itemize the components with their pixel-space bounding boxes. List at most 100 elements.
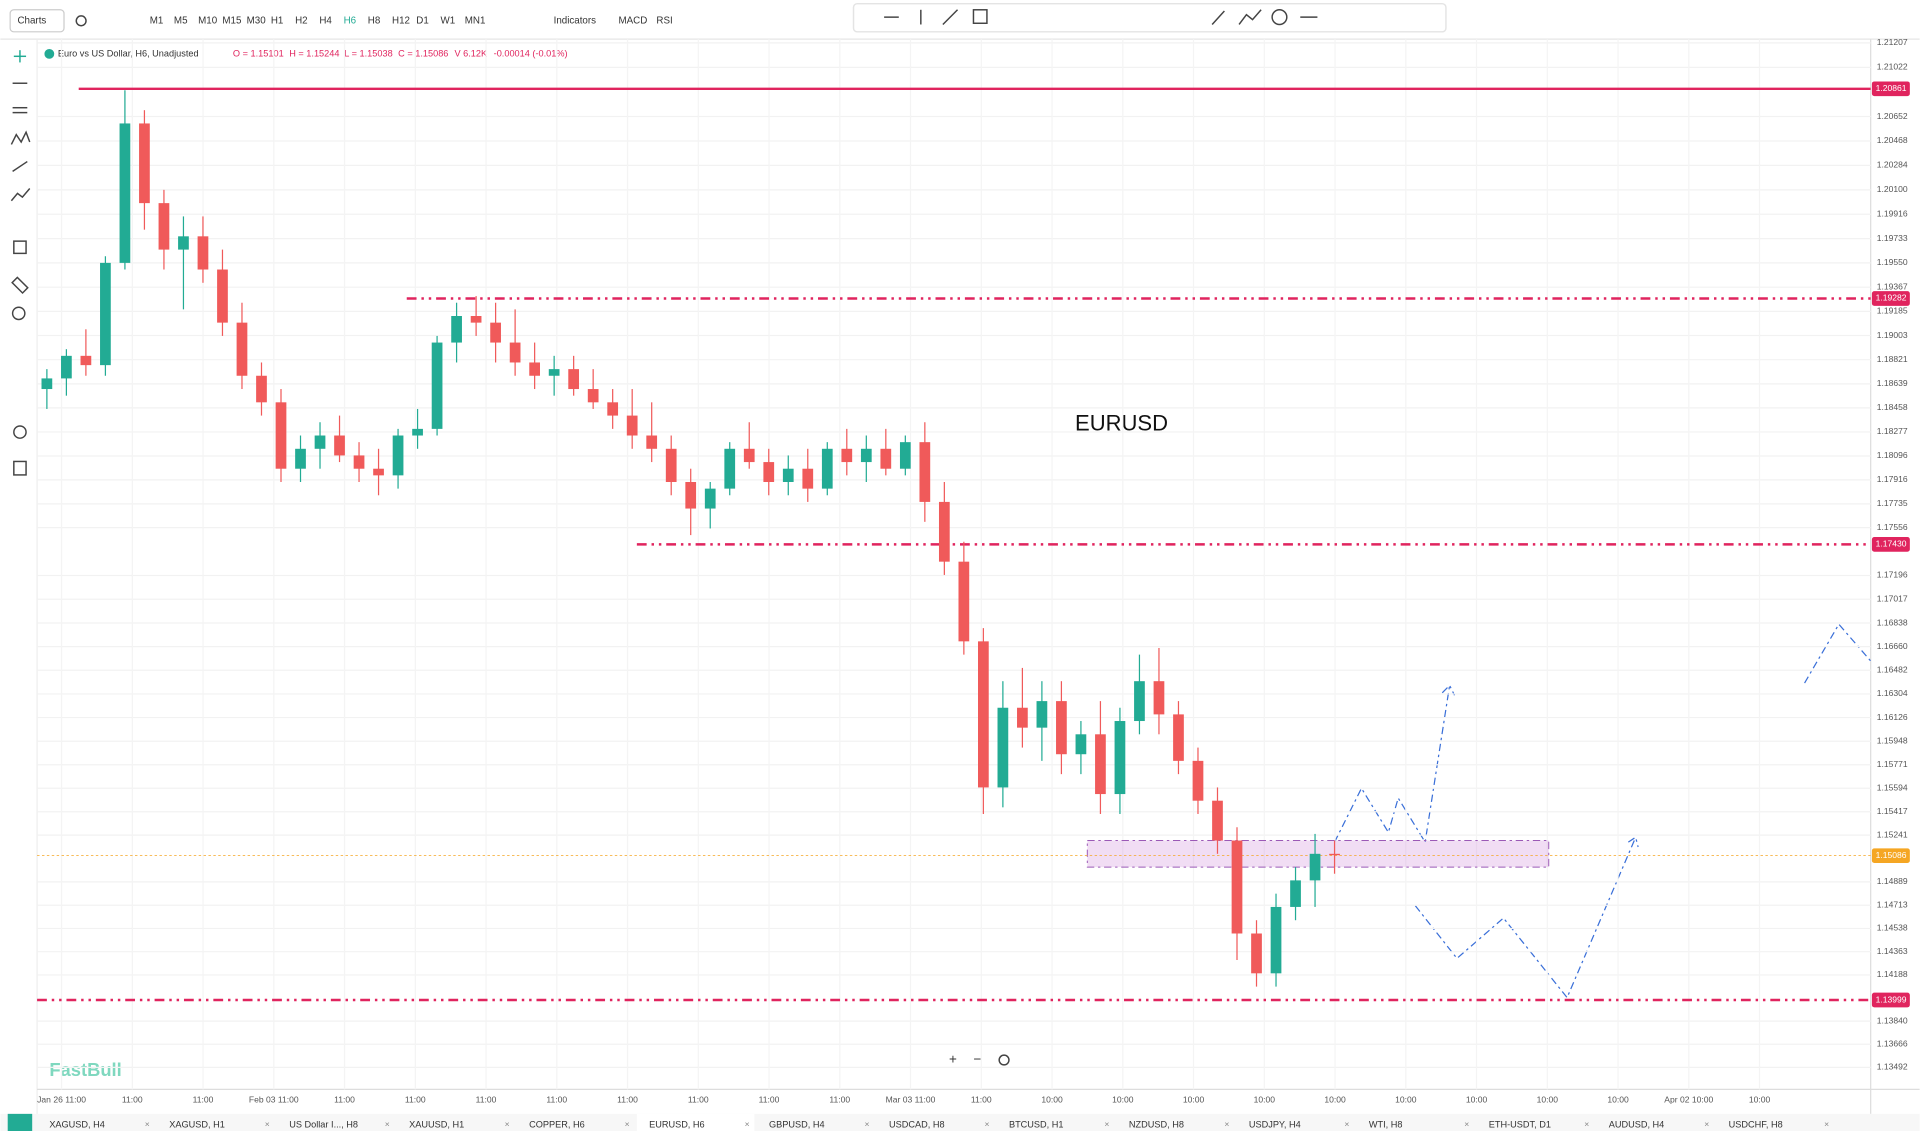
timeframe-button[interactable]: H6	[344, 15, 357, 26]
candle-body	[529, 362, 540, 376]
tab[interactable]: XAUUSD, H1	[409, 1119, 464, 1129]
candle-body	[1075, 734, 1087, 755]
candle-body	[353, 455, 365, 469]
tab-close[interactable]: ×	[1704, 1119, 1709, 1129]
y-tick-label: 1.16304	[1877, 688, 1908, 698]
zoom-in[interactable]: +	[949, 1052, 957, 1067]
x-tick-label: 11:00	[193, 1095, 214, 1105]
x-tick-label: 10:00	[1607, 1095, 1629, 1105]
candle-body	[1153, 681, 1165, 715]
tab[interactable]: USDCAD, H8	[889, 1119, 945, 1129]
y-tick-label: 1.17735	[1877, 498, 1908, 508]
tab[interactable]: EURUSD, H6	[649, 1119, 705, 1129]
legend-symbol: Euro vs US Dollar, H6, Unadjusted	[58, 48, 199, 58]
timeframe-button[interactable]: M5	[174, 15, 188, 26]
candle-body	[1095, 734, 1106, 795]
tab[interactable]: GBPUSD, H4	[769, 1119, 825, 1129]
tab-close[interactable]: ×	[625, 1119, 630, 1129]
tab[interactable]: US Dollar I..., H8	[289, 1119, 358, 1129]
candle-body	[1056, 701, 1067, 755]
candle-body	[1290, 880, 1301, 907]
tab[interactable]: USDJPY, H4	[1249, 1119, 1301, 1129]
legend-low: L = 1.15038	[344, 48, 392, 58]
y-tick-label: 1.20284	[1877, 160, 1908, 170]
tab-close[interactable]: ×	[265, 1119, 270, 1129]
x-tick-label: 11:00	[688, 1095, 709, 1105]
timeframe-button[interactable]: H4	[319, 15, 332, 26]
study-button[interactable]: MACD	[618, 15, 647, 26]
candle-body	[548, 369, 560, 376]
study-button[interactable]: RSI	[656, 15, 672, 26]
tab-close[interactable]: ×	[1584, 1119, 1589, 1129]
timeframe-button[interactable]: MN1	[465, 15, 486, 26]
menu-label[interactable]: Charts	[18, 15, 47, 26]
tab-close[interactable]: ×	[505, 1119, 510, 1129]
candle-body	[100, 262, 111, 366]
tab-close[interactable]: ×	[385, 1119, 390, 1129]
tab[interactable]: ETH-USDT, D1	[1489, 1119, 1551, 1129]
menu-button[interactable]	[9, 9, 65, 33]
tab[interactable]: XAGUSD, H1	[169, 1119, 225, 1129]
reset-button[interactable]	[998, 1054, 1010, 1066]
timeframe-button[interactable]: M15	[222, 15, 242, 26]
tab-close[interactable]: ×	[865, 1119, 870, 1129]
y-tick-label: 1.20468	[1877, 135, 1908, 145]
zoom-out[interactable]: −	[973, 1052, 981, 1067]
favorite-button[interactable]	[7, 1113, 33, 1131]
y-tick-label: 1.17916	[1877, 474, 1908, 484]
tab[interactable]: COPPER, H6	[529, 1119, 585, 1129]
x-tick-label: 10:00	[1041, 1095, 1063, 1105]
y-tick-label: 1.14889	[1877, 876, 1908, 886]
tab-close[interactable]: ×	[745, 1119, 750, 1129]
timeframe-button[interactable]: D1	[416, 15, 429, 26]
x-tick-label: Mar 03 11:00	[886, 1095, 936, 1105]
candle-body	[470, 315, 482, 323]
candle-body	[938, 501, 950, 562]
tab-close[interactable]: ×	[1104, 1119, 1109, 1129]
x-tick-label: 10:00	[1537, 1095, 1559, 1105]
candle-body	[782, 468, 794, 482]
timeframe-button[interactable]: H2	[295, 15, 308, 26]
y-tick-label: 1.20100	[1877, 184, 1908, 194]
y-tick-label: 1.15241	[1877, 829, 1908, 839]
tab[interactable]: BTCUSD, H1	[1009, 1119, 1064, 1129]
y-tick-label: 1.17556	[1877, 522, 1908, 532]
x-tick-label: Apr 02 10:00	[1664, 1095, 1713, 1105]
tab-close[interactable]: ×	[1824, 1119, 1829, 1129]
x-tick-label: 10:00	[1324, 1095, 1346, 1105]
chart-controls: + −	[949, 1052, 1010, 1067]
timeframe-button[interactable]: H12	[392, 15, 410, 26]
legend-volume: V 6.12K	[454, 48, 488, 58]
timeframe-button[interactable]: M1	[150, 15, 164, 26]
y-tick-label: 1.18639	[1877, 378, 1908, 388]
candle-body	[646, 435, 658, 449]
y-tick-label: 1.14538	[1877, 923, 1908, 933]
y-tick-label: 1.14188	[1877, 969, 1908, 979]
tab[interactable]: AUDUSD, H4	[1609, 1119, 1665, 1129]
tab[interactable]: WTI, H8	[1369, 1119, 1403, 1129]
tab[interactable]: NZDUSD, H8	[1129, 1119, 1184, 1129]
tab-close[interactable]: ×	[1464, 1119, 1469, 1129]
tab-close[interactable]: ×	[145, 1119, 150, 1129]
timeframe-button[interactable]: H1	[271, 15, 284, 26]
candle-body	[197, 236, 209, 270]
x-tick-label: 10:00	[1254, 1095, 1276, 1105]
x-tick-label: 11:00	[971, 1095, 992, 1105]
candle-body	[1329, 853, 1340, 856]
candle-body	[724, 448, 736, 489]
timeframe-button[interactable]: H8	[368, 15, 381, 26]
candle-body	[587, 389, 599, 403]
y-tick-label: 1.18821	[1877, 354, 1908, 364]
tab[interactable]: XAGUSD, H4	[49, 1119, 105, 1129]
tab[interactable]: USDCHF, H8	[1729, 1119, 1783, 1129]
candle-body	[392, 435, 404, 476]
tab-close[interactable]: ×	[1224, 1119, 1229, 1129]
timeframe-button[interactable]: M30	[247, 15, 267, 26]
timeframe-button[interactable]: M10	[198, 15, 218, 26]
tab-close[interactable]: ×	[1344, 1119, 1349, 1129]
timeframe-button[interactable]: W1	[441, 15, 456, 26]
candle-body	[334, 435, 345, 456]
tab-close[interactable]: ×	[984, 1119, 989, 1129]
search-icon[interactable]	[75, 15, 87, 27]
indicators-button[interactable]: Indicators	[554, 15, 597, 26]
